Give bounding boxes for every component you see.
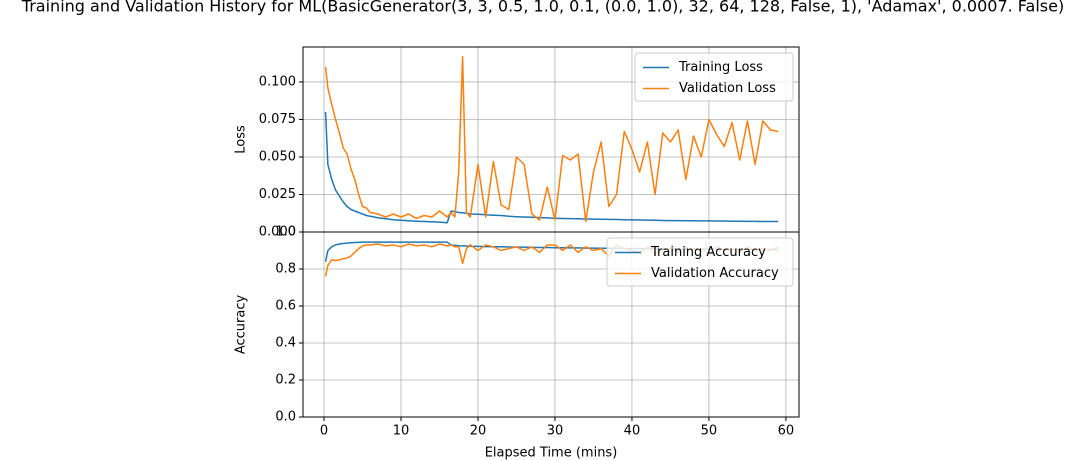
y-tick-label: 0.100 [259,74,296,89]
x-tick-label: 30 [547,424,564,439]
y-tick-label: 0.2 [275,373,296,388]
legend-box [634,52,794,102]
subplot: 0 10 20 30 40 50 60 0.0 0.2 0.4 0.6 0.8 1.0 Accuracy E… [234,225,800,460]
x-tick-label: 60 [778,424,795,439]
y-tick-label: 0.0 [275,410,296,425]
subplot: Training and Validation History for ML(B… [21,0,1064,240]
x-tick-label: 10 [393,424,410,439]
x-tick-label: 20 [470,424,487,439]
x-tick-label: 0 [320,424,328,439]
y-tick-label: 0.8 [275,262,296,277]
legend-label: Validation Accuracy [651,266,779,281]
y-axis-label: Loss [234,125,249,154]
series-line [324,55,779,223]
legend-box [606,237,794,287]
series-line [324,111,779,224]
y-tick-label: 0.050 [259,149,296,164]
legend-label: Training Accuracy [650,245,766,260]
legend-label: Training Loss [678,60,763,75]
y-tick-label: 0.075 [259,112,296,127]
y-axis-label: Accuracy [234,295,249,355]
y-tick-label: 0.025 [259,187,296,202]
legend: Training Loss Validation Loss [634,52,794,102]
axes-frame [302,231,800,418]
y-tick-label: 0.4 [275,336,296,351]
x-axis-label: Elapsed Time (mins) [485,446,618,460]
legend-label: Validation Loss [679,81,776,96]
y-tick-label: 0.6 [275,299,296,314]
x-tick-label: 50 [701,424,718,439]
y-tick-label: 0.000 [259,225,296,240]
y-tick-label: 1.0 [275,225,296,240]
chart-title: Training and Validation History for ML(B… [21,0,1064,16]
x-tick-label: 40 [624,424,641,439]
legend: Training Accuracy Validation Accuracy [606,237,794,287]
